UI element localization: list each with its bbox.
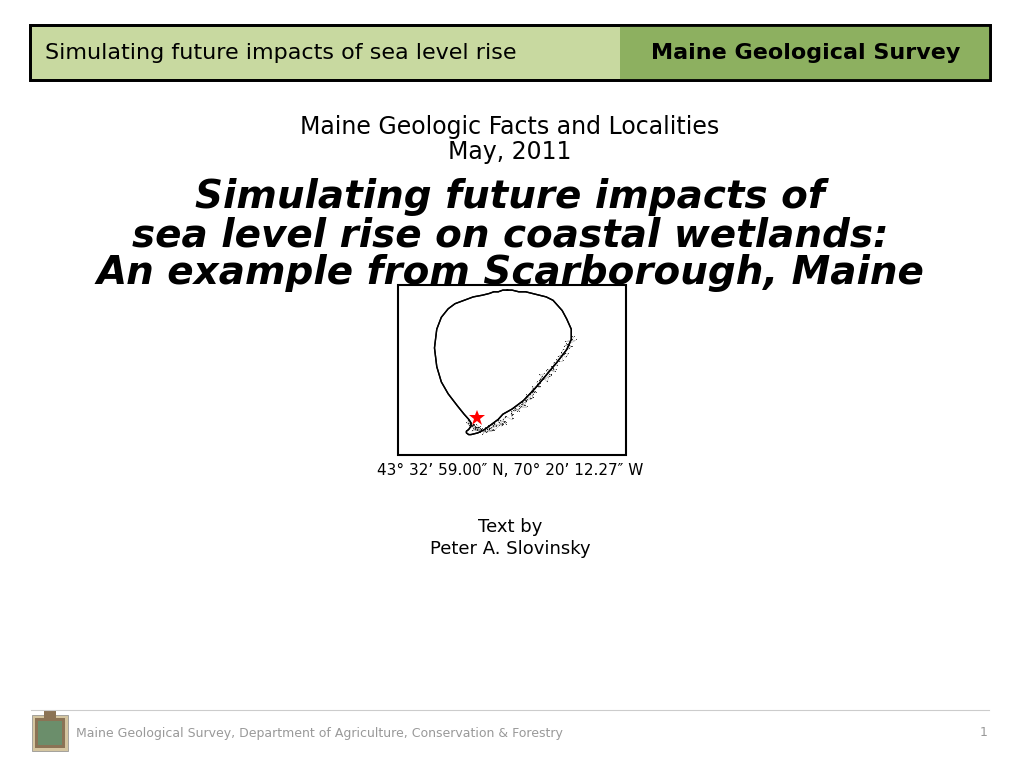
Text: sea level rise on coastal wetlands:: sea level rise on coastal wetlands:: [131, 216, 888, 254]
Bar: [397, 285, 626, 455]
Bar: [30, 25, 989, 80]
Bar: [620, 25, 989, 80]
Text: Text by: Text by: [477, 518, 542, 536]
Text: An example from Scarborough, Maine: An example from Scarborough, Maine: [96, 254, 923, 292]
Bar: [30, 25, 989, 80]
Text: Simulating future impacts of sea level rise: Simulating future impacts of sea level r…: [45, 43, 516, 63]
Text: Simulating future impacts of: Simulating future impacts of: [195, 178, 824, 216]
Bar: [32, 715, 68, 751]
Bar: [35, 718, 65, 748]
Text: Maine Geological Survey, Department of Agriculture, Conservation & Forestry: Maine Geological Survey, Department of A…: [76, 727, 562, 740]
Text: May, 2011: May, 2011: [448, 140, 571, 164]
Text: Maine Geological Survey: Maine Geological Survey: [650, 43, 959, 63]
Bar: [44, 711, 56, 719]
Text: 43° 32’ 59.00″ N, 70° 20’ 12.27″ W: 43° 32’ 59.00″ N, 70° 20’ 12.27″ W: [376, 463, 643, 477]
Text: Peter A. Slovinsky: Peter A. Slovinsky: [429, 540, 590, 558]
Bar: [38, 721, 62, 745]
Text: 1: 1: [979, 727, 987, 740]
Text: Maine Geologic Facts and Localities: Maine Geologic Facts and Localities: [300, 115, 719, 139]
